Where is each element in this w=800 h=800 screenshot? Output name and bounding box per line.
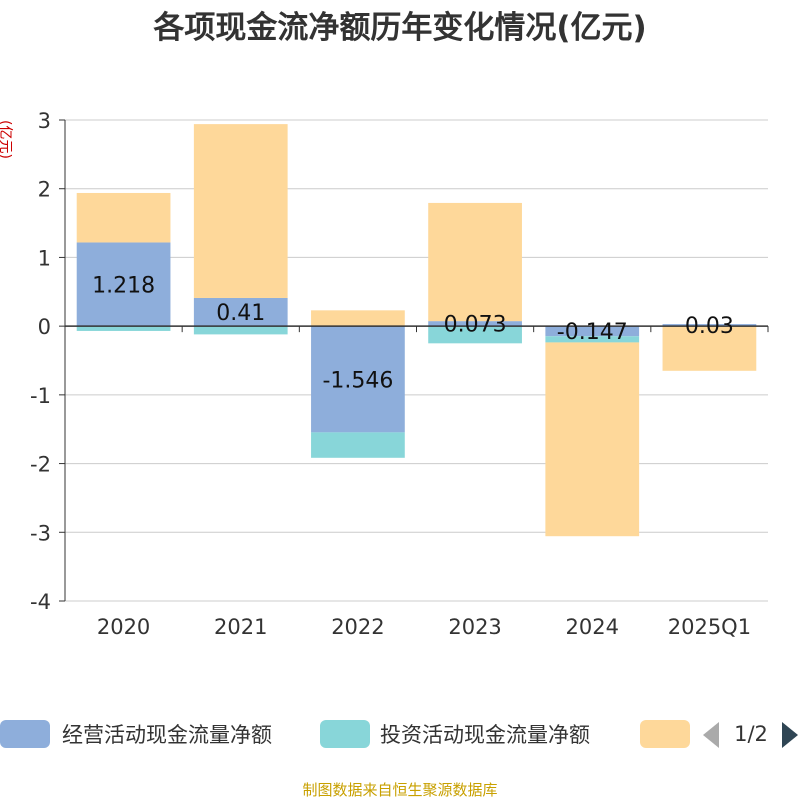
x-tick-label: 2025Q1 [668, 615, 751, 639]
bar-3-2021 [193, 124, 288, 298]
x-tick-label: 2020 [97, 615, 150, 639]
bar-1-2024 [545, 326, 640, 337]
legend: 经营活动现金流量净额 投资活动现金流量净额 1/2 [0, 720, 798, 748]
x-tick-label: 2024 [566, 615, 619, 639]
data-label: 1.218 [92, 273, 155, 298]
data-label: 0.41 [216, 301, 265, 326]
bar-3-2025Q1 [662, 326, 757, 371]
x-tick-label: 2023 [448, 615, 501, 639]
data-label: 0.03 [685, 314, 734, 339]
bar-1-2022 [311, 326, 405, 433]
data-label: 0.073 [444, 313, 507, 338]
y-tick-label: 1 [38, 246, 51, 270]
x-tick-label: 2021 [214, 615, 267, 639]
bar-3-2020 [76, 192, 171, 243]
bar-2-2023 [428, 326, 522, 344]
legend-swatch-1 [0, 720, 50, 748]
y-tick-label: 0 [38, 315, 51, 339]
legend-swatch-2 [320, 720, 370, 748]
bar-1-2020 [76, 242, 171, 327]
x-tick-label: 2022 [331, 615, 384, 639]
chevron-right-icon[interactable] [782, 722, 798, 748]
bar-1-2023 [428, 321, 522, 327]
bar-2-2024 [545, 336, 640, 343]
y-tick-label: -2 [30, 453, 51, 477]
chart-title: 各项现金流净额历年变化情况(亿元) [152, 10, 646, 46]
bar-series [76, 124, 757, 537]
y-tick-label: 3 [38, 109, 51, 133]
bar-2-2021 [193, 326, 288, 335]
bar-3-2023 [428, 202, 522, 322]
axes: 3 2 1 0 -1 -2 -3 -4 2020 2021 2022 2023 2024 2025Q1 [30, 109, 769, 639]
bar-1-2021 [193, 297, 288, 327]
legend-label-2: 投资活动现金流量净额 [380, 723, 590, 747]
data-label: -0.147 [557, 320, 628, 345]
bar-2-2020 [76, 326, 171, 331]
chevron-left-icon[interactable] [703, 722, 719, 748]
bar-3-2022 [311, 310, 405, 327]
y-tick-label: -4 [30, 590, 51, 614]
bar-3-2024 [545, 342, 640, 537]
y-tick-label: -1 [30, 384, 51, 408]
legend-label-1: 经营活动现金流量净额 [62, 723, 272, 747]
data-label: -1.546 [322, 368, 393, 393]
bar-1-2025Q1 [662, 324, 757, 327]
y-tick-label: 2 [38, 178, 51, 202]
source-note: 制图数据来自恒生聚源数据库 [302, 781, 497, 799]
y-axis-unit-label: (亿元) [0, 120, 13, 159]
data-labels: 1.218 0.41 -1.546 0.073 -0.147 0.03 [92, 273, 734, 393]
y-tick-label: -3 [30, 521, 51, 545]
bar-2-2022 [311, 432, 405, 458]
legend-swatch-3 [640, 720, 690, 748]
legend-page-indicator: 1/2 [734, 722, 768, 746]
grid-lines [65, 119, 768, 602]
